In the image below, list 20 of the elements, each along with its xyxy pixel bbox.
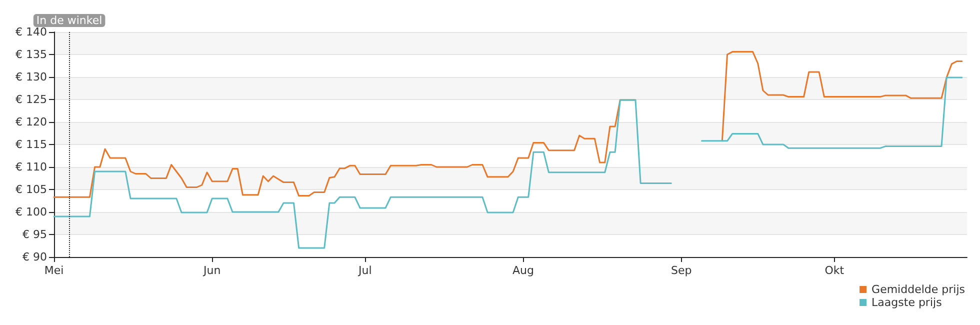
x-tick-label: Mei — [44, 264, 64, 277]
x-tick-label: Jun — [202, 264, 221, 277]
y-tick-label: € 95 — [22, 228, 47, 241]
y-tick-label: € 105 — [16, 183, 47, 196]
ref-line-label: In de winkel — [36, 14, 102, 27]
x-tick-label: Aug — [512, 264, 534, 277]
y-tick-label: € 90 — [22, 250, 47, 264]
y-tick-label: € 125 — [16, 93, 47, 106]
legend-label: Gemiddelde prijs — [872, 283, 966, 296]
y-tick-label: € 130 — [16, 70, 47, 84]
x-tick-label: Jul — [357, 264, 372, 277]
y-tick-label: € 140 — [16, 26, 47, 38]
y-tick-label: € 120 — [16, 116, 47, 128]
x-tick-label: Okt — [824, 264, 845, 277]
x-tick-label: Sep — [671, 264, 692, 277]
y-tick-label: € 135 — [16, 48, 47, 61]
y-tick-label: € 115 — [16, 138, 47, 151]
y-tick-label: € 100 — [16, 206, 47, 218]
y-tick-label: € 110 — [16, 160, 47, 174]
legend-label: Laagste prijs — [872, 296, 942, 309]
